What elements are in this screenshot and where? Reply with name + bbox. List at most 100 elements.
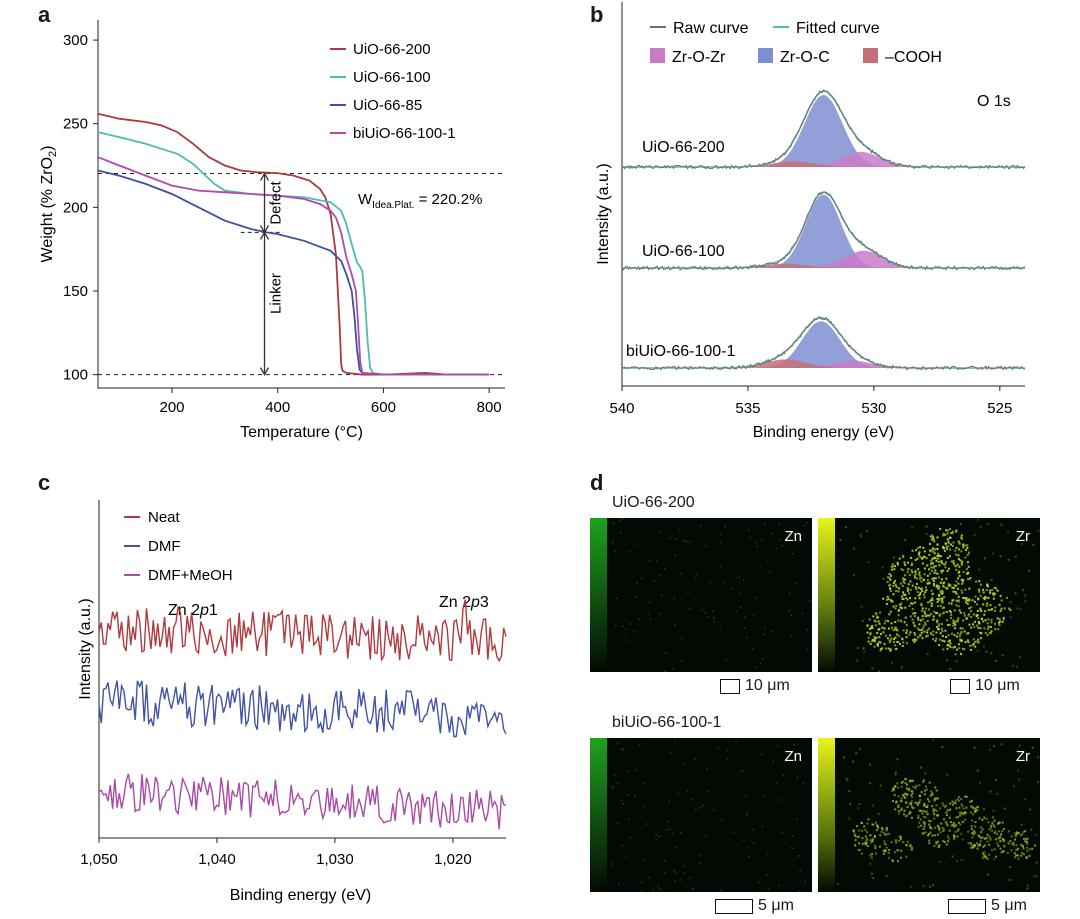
signal-dot <box>980 632 983 635</box>
fit-component-zroZr <box>783 250 945 268</box>
noise-dot <box>756 545 758 548</box>
fit-component-zroC <box>742 95 905 167</box>
signal-dot <box>978 817 981 820</box>
signal-dot <box>921 615 924 618</box>
signal-dot <box>886 595 889 598</box>
signal-dot <box>914 787 917 790</box>
signal-dot <box>905 844 908 847</box>
signal-dot <box>947 840 950 843</box>
signal-dot <box>948 809 951 812</box>
signal-dot <box>947 583 950 586</box>
signal-dot <box>979 594 982 597</box>
signal-dot <box>965 549 968 552</box>
signal-dot <box>956 829 959 832</box>
signal-dot <box>852 574 855 577</box>
signal-dot <box>844 526 847 529</box>
signal-dot <box>1007 558 1010 561</box>
fit-component-zroZr <box>773 360 935 368</box>
signal-dot <box>963 630 966 633</box>
signal-dot <box>962 807 965 810</box>
signal-dot <box>945 659 948 662</box>
signal-dot <box>960 562 963 565</box>
signal-dot <box>889 587 892 590</box>
signal-dot <box>942 569 945 572</box>
signal-dot <box>919 634 922 637</box>
signal-dot <box>933 565 936 568</box>
noise-dot <box>713 809 715 811</box>
signal-dot <box>889 599 892 602</box>
signal-dot <box>931 596 934 599</box>
signal-dot <box>894 851 897 854</box>
y-axis-title-end: ) <box>39 146 56 151</box>
signal-dot <box>922 555 925 558</box>
signal-dot <box>897 590 900 593</box>
noise-dot <box>655 834 657 836</box>
noise-dot <box>628 550 631 553</box>
signal-dot <box>939 831 942 834</box>
signal-dot <box>968 551 971 554</box>
signal-dot <box>994 609 997 612</box>
y-tick-label: 300 <box>63 32 88 49</box>
signal-dot <box>965 597 968 600</box>
signal-dot <box>925 589 928 592</box>
signal-dot <box>995 778 998 781</box>
signal-dot <box>928 581 931 584</box>
fit-component-zroC <box>740 321 902 368</box>
noise-dot <box>802 782 804 785</box>
signal-dot <box>970 616 973 619</box>
signal-dot <box>919 588 922 591</box>
scale-bar: 10 μm <box>950 677 1020 695</box>
signal-dot <box>944 629 947 632</box>
signal-dot <box>918 628 921 631</box>
noise-dot <box>663 860 666 862</box>
signal-dot <box>945 822 948 825</box>
signal-dot <box>986 622 989 625</box>
noise-dot <box>682 865 685 867</box>
signal-dot <box>900 666 903 669</box>
signal-dot <box>972 830 975 833</box>
signal-dot <box>1018 744 1021 747</box>
signal-dot <box>922 815 925 818</box>
signal-dot <box>1003 844 1006 847</box>
signal-dot <box>968 587 971 590</box>
signal-dot <box>921 832 924 835</box>
signal-dot <box>861 837 864 840</box>
signal-dot <box>937 576 940 579</box>
noise-dot <box>804 881 807 883</box>
noise-dot <box>732 831 735 834</box>
signal-dot <box>909 631 912 634</box>
signal-dot <box>936 554 939 557</box>
signal-dot <box>972 807 975 810</box>
signal-dot <box>900 785 903 788</box>
signal-dot <box>927 819 930 822</box>
signal-dot <box>957 619 960 622</box>
signal-dot <box>914 633 917 636</box>
x-tick-label: 400 <box>265 399 290 416</box>
signal-dot <box>925 788 928 791</box>
signal-dot <box>961 804 964 807</box>
noise-dot <box>616 782 619 784</box>
signal-dot <box>952 624 955 627</box>
signal-dot <box>983 613 986 616</box>
noise-dot <box>674 624 676 626</box>
signal-dot <box>1037 529 1040 532</box>
noise-dot <box>659 613 661 615</box>
signal-dot <box>900 807 903 810</box>
signal-dot <box>1003 607 1006 610</box>
signal-dot <box>958 635 961 638</box>
signal-dot <box>900 582 903 585</box>
signal-dot <box>923 802 926 805</box>
signal-dot <box>888 634 891 637</box>
signal-dot <box>990 652 993 655</box>
signal-dot <box>1035 834 1038 837</box>
signal-dot <box>967 641 970 644</box>
signal-dot <box>910 794 913 797</box>
signal-dot <box>930 566 933 569</box>
signal-dot <box>936 833 939 836</box>
signal-dot <box>1002 618 1005 621</box>
noise-dot <box>798 855 801 857</box>
signal-dot <box>987 821 990 824</box>
scale-bar: 10 μm <box>720 677 790 695</box>
signal-dot <box>942 648 945 651</box>
signal-dot <box>873 639 876 642</box>
